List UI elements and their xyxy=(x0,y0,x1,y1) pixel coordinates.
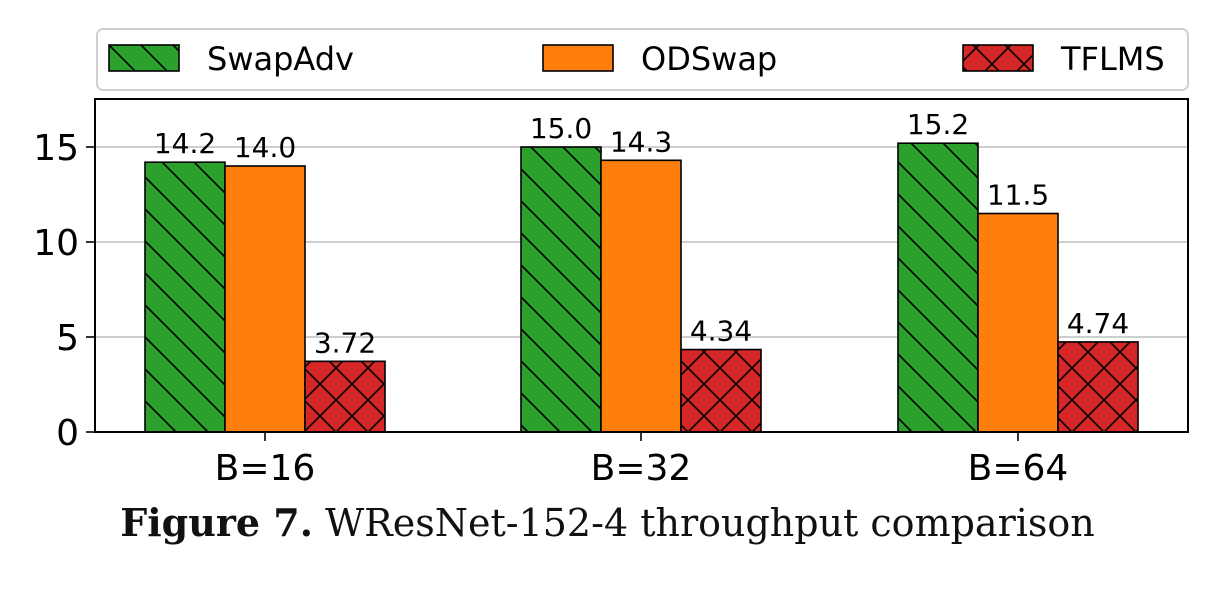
legend-label: ODSwap xyxy=(641,40,777,78)
bar-swapadv-1 xyxy=(144,161,226,433)
bar-hatch xyxy=(681,349,761,432)
x-tick-label: B=64 xyxy=(968,448,1069,489)
legend-item-tflms: TFLMS xyxy=(962,40,1165,78)
bar-swapadv-3 xyxy=(897,142,979,433)
y-axis-ticks: 0 5 10 15 xyxy=(33,128,95,454)
bar-fill xyxy=(225,166,305,432)
bar-value-labels: 14.2 14.0 3.72 15.0 14.3 4.34 15.2 11.5 4.74 xyxy=(154,108,1129,359)
bar-value-label: 11.5 xyxy=(987,179,1049,212)
legend-swatch-hatch xyxy=(109,45,179,71)
legend-label: SwapAdv xyxy=(207,40,354,78)
bar-tflms-3 xyxy=(1057,341,1139,433)
bar-value-label: 3.72 xyxy=(314,326,376,359)
bar-chart: 14.2 14.0 3.72 15.0 14.3 4.34 15.2 11.5 4.74 0 5 1… xyxy=(33,28,1189,489)
x-tick-label: B=16 xyxy=(215,448,316,489)
bar-hatch xyxy=(145,162,225,432)
legend-frame xyxy=(96,28,1189,91)
legend-label: TFLMS xyxy=(1060,40,1165,78)
bar-hatch xyxy=(1058,341,1138,432)
figure-caption: Figure 7. WResNet-152-4 throughput compa… xyxy=(0,500,1215,545)
figure-number: Figure 7. xyxy=(120,500,313,545)
bar-value-label: 14.0 xyxy=(234,131,296,164)
bar-tflms-2 xyxy=(680,348,762,433)
bar-value-label: 14.2 xyxy=(154,127,216,160)
y-tick-label: 10 xyxy=(33,223,79,264)
caption-text: WResNet-152-4 throughput comparison xyxy=(325,501,1095,545)
bars xyxy=(144,142,1139,433)
y-tick-label: 0 xyxy=(56,413,79,454)
legend: SwapAdv ODSwap TFLMS xyxy=(96,28,1189,91)
bar-swapadv-2 xyxy=(520,146,602,433)
legend-item-odswap: ODSwap xyxy=(542,40,777,78)
y-tick-label: 15 xyxy=(33,128,79,169)
y-tick-label: 5 xyxy=(56,318,79,359)
x-axis-ticks: B=16 B=32 B=64 xyxy=(215,432,1069,489)
legend-swatch-outline xyxy=(108,44,180,72)
bar-odswap-1 xyxy=(224,165,306,433)
bar-hatch xyxy=(521,147,601,432)
bar-hatch xyxy=(305,361,385,432)
x-tick-label: B=32 xyxy=(591,448,692,489)
legend-swatch-outline xyxy=(542,44,614,72)
bar-fill xyxy=(601,160,681,433)
bar-odswap-3 xyxy=(977,212,1059,433)
bar-tflms-1 xyxy=(304,360,386,433)
legend-swatch xyxy=(543,45,613,71)
bar-hatch xyxy=(898,143,978,432)
legend-swatch-outline xyxy=(962,44,1034,72)
bar-value-label: 4.34 xyxy=(690,315,752,348)
bar-value-label: 4.74 xyxy=(1067,307,1129,340)
bar-odswap-2 xyxy=(600,159,682,433)
bar-value-label: 15.0 xyxy=(530,112,592,145)
bar-fill xyxy=(978,213,1058,432)
legend-swatch-hatch xyxy=(963,45,1033,71)
bar-value-label: 14.3 xyxy=(610,125,672,158)
legend-item-swapadv: SwapAdv xyxy=(108,40,354,78)
bar-value-label: 15.2 xyxy=(907,108,969,141)
